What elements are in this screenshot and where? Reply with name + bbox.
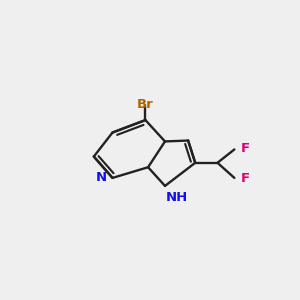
Text: Br: Br	[137, 98, 154, 111]
Text: F: F	[240, 172, 250, 185]
Text: NH: NH	[166, 191, 188, 204]
Text: F: F	[240, 142, 250, 155]
Text: N: N	[95, 171, 106, 184]
